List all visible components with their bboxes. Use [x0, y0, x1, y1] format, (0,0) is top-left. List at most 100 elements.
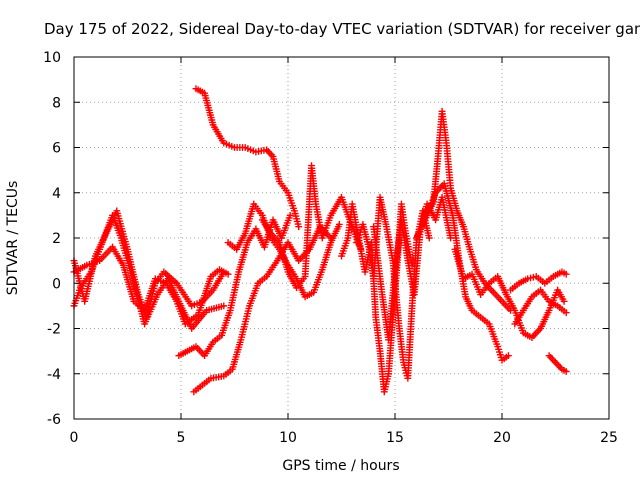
series-trace: [460, 225, 473, 251]
series-trace: [552, 269, 564, 279]
series-trace: [462, 271, 474, 281]
series-trace: [211, 270, 226, 292]
series-trace: [291, 210, 302, 228]
series-trace: [233, 144, 246, 151]
series-trace: [142, 277, 158, 312]
series-trace: [385, 271, 399, 341]
series-trace: [404, 305, 416, 380]
series-trace: [110, 214, 124, 239]
series-trace: [441, 182, 456, 217]
series-trace: [454, 209, 466, 228]
series-trace: [86, 258, 101, 268]
series-trace: [201, 92, 216, 126]
series-trace: [478, 282, 491, 296]
series-trace: [218, 267, 230, 277]
series-trace: [370, 225, 386, 296]
data-point: [335, 221, 343, 228]
series-trace: [222, 367, 234, 378]
series-trace: [311, 268, 325, 294]
series-trace: [530, 288, 542, 299]
series-trace: [229, 338, 244, 371]
series-trace: [285, 191, 297, 212]
series-trace: [495, 275, 509, 296]
series-trace: [260, 218, 273, 235]
series-trace: [177, 348, 189, 358]
series-trace: [328, 223, 342, 244]
series-trace: [303, 290, 315, 300]
x-tick-label: 5: [177, 430, 186, 446]
series-trace: [223, 140, 236, 150]
data-point: [562, 368, 570, 375]
series-trace: [210, 373, 225, 382]
series-trace: [470, 308, 482, 319]
series-trace: [487, 274, 499, 285]
series-trace: [238, 305, 253, 341]
series-trace: [264, 148, 275, 159]
series-trace: [234, 232, 248, 251]
series-trace: [120, 264, 137, 303]
x-tick-label: 25: [600, 430, 618, 446]
series-trace: [195, 275, 214, 316]
series-trace: [211, 123, 226, 145]
series-trace: [522, 330, 534, 340]
series-trace: [517, 276, 529, 286]
series-trace: [209, 267, 221, 279]
data-point: [286, 211, 294, 219]
x-axis-label: GPS time / hours: [282, 458, 399, 474]
series-trace: [449, 214, 463, 262]
series-trace: [269, 231, 282, 245]
series-trace: [543, 274, 555, 285]
series-trace: [547, 299, 559, 309]
series-trace: [500, 299, 513, 312]
y-tick-label: -6: [47, 412, 61, 428]
series-trace: [255, 146, 268, 155]
series-trace: [244, 145, 257, 155]
y-tick-label: 6: [52, 141, 61, 157]
series-trace: [276, 241, 291, 273]
series-trace: [184, 313, 200, 326]
series-trace: [547, 353, 558, 365]
data-point: [220, 302, 228, 310]
series-trace: [142, 293, 160, 325]
series-trace: [124, 248, 142, 296]
series-trace: [509, 281, 521, 292]
y-tick-label: 4: [52, 186, 61, 202]
series-trace: [534, 274, 547, 285]
series-trace: [463, 295, 475, 312]
series-trace: [227, 271, 242, 312]
series-trace: [308, 164, 319, 205]
series-trace: [190, 299, 204, 309]
series-trace: [398, 219, 411, 262]
series-trace: [479, 315, 491, 326]
series-trace: [201, 376, 213, 387]
data-point: [425, 234, 433, 242]
series-trace: [467, 248, 479, 271]
series-trace: [211, 333, 223, 344]
y-tick-label: -2: [47, 322, 61, 338]
series-trace: [247, 282, 261, 307]
series-trace: [372, 316, 384, 352]
series-trace: [439, 110, 450, 144]
y-tick-label: 0: [52, 276, 61, 292]
series-trace: [252, 202, 265, 217]
series-trace: [521, 295, 534, 312]
series-trace: [452, 248, 467, 280]
series-trace: [174, 300, 188, 325]
series-trace: [279, 214, 293, 239]
y-tick-label: 2: [52, 231, 61, 247]
series-trace: [226, 240, 238, 252]
series-trace: [377, 196, 390, 228]
data-point: [562, 309, 570, 317]
x-tick-label: 15: [386, 430, 404, 446]
x-tick-label: 20: [493, 430, 511, 446]
series-trace: [556, 304, 568, 315]
x-tick-label: 10: [279, 430, 297, 446]
series-trace: [256, 274, 268, 285]
series-trace: [396, 327, 407, 364]
series-trace: [202, 340, 216, 357]
series-trace: [553, 360, 564, 371]
series-trace: [530, 326, 543, 340]
series-trace: [154, 276, 167, 286]
y-tick-label: 8: [52, 95, 61, 111]
